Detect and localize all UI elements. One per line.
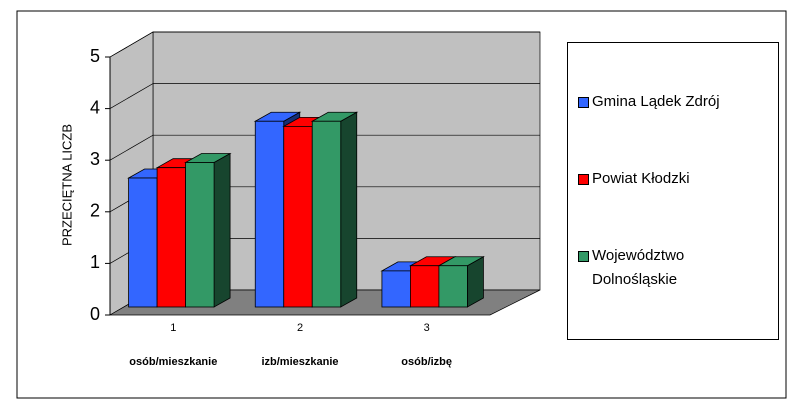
bar — [254, 120, 285, 308]
bar — [410, 265, 440, 308]
legend-label: Powiat Kłodzki — [592, 169, 690, 187]
grid-line — [109, 134, 540, 161]
x-tick-label: 1 — [170, 322, 176, 334]
bar — [156, 167, 186, 308]
bar-side — [340, 111, 358, 308]
bar — [283, 126, 313, 308]
y-tick-label: 0 — [90, 304, 100, 324]
bar — [185, 162, 215, 308]
legend-item: Województwo Dolnośląskie — [568, 244, 778, 292]
category-label: osób/mieszkanie — [129, 356, 217, 368]
y-tick-label: 2 — [90, 201, 100, 221]
bar — [128, 177, 158, 308]
y-tick-label: 4 — [90, 97, 100, 117]
frame — [16, 10, 787, 399]
legend-swatch — [578, 251, 589, 263]
grid-line — [109, 31, 540, 58]
legend-label: Gmina Lądek Zdrój — [592, 92, 720, 110]
legend-label: Województwo Dolnośląskie — [592, 247, 685, 289]
y-tick-label: 1 — [90, 252, 100, 272]
bar-side — [213, 152, 231, 308]
y-tick-label: 3 — [90, 149, 100, 169]
x-tick-label: 3 — [424, 322, 430, 334]
category-label: izb/mieszkanie — [261, 356, 338, 368]
y-tick-label: 5 — [90, 46, 100, 66]
legend-item: Gmina Lądek Zdrój — [568, 90, 778, 114]
bar — [381, 270, 411, 308]
bar — [438, 265, 468, 308]
legend-swatch — [578, 173, 589, 185]
legend-swatch — [578, 96, 589, 108]
bar — [311, 120, 342, 308]
x-tick-label: 2 — [297, 322, 303, 334]
legend-item: Powiat Kłodzki — [568, 167, 778, 191]
y-axis-label: PRZECIĘTNA LICZB — [59, 124, 74, 246]
category-label: osób/izbę — [401, 356, 452, 368]
grid-line — [109, 83, 540, 109]
legend: Gmina Lądek Zdrój Powiat Kłodzki Województ… — [567, 42, 779, 340]
